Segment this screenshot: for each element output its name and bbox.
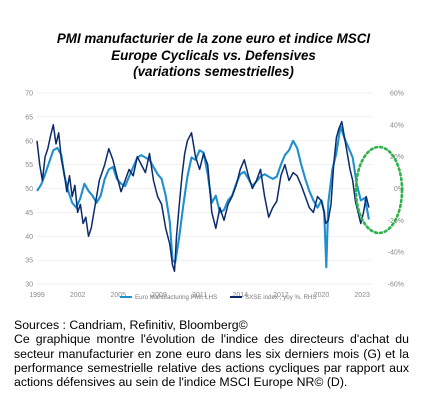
sources-text: Sources : Candriam, Refinitiv, Bloomberg… <box>14 318 248 332</box>
chart-title: PMI manufacturier de la zone euro et ind… <box>0 31 427 81</box>
legend: Euro Manufacturing PMI, LHS SXSE index , … <box>120 294 317 301</box>
x-tick-label: 2008 <box>151 292 167 299</box>
chart-title-line-3: (variations semestrielles) <box>133 64 294 79</box>
x-tick-label: 2017 <box>273 292 289 299</box>
x-tick-label: 2002 <box>70 292 86 299</box>
x-tick-label: 2011 <box>192 292 207 299</box>
left-tick-label: 40 <box>25 234 33 241</box>
x-axis-ticks: 1999 2002 2005 2008 2011 2014 2017 2020 2023 <box>29 292 370 299</box>
chart-title-line-2: Europe Cyclicals vs. Defensives <box>111 47 316 63</box>
left-tick-label: 35 <box>25 258 33 265</box>
series-line-sxse <box>36 120 370 273</box>
x-tick-label: 2014 <box>232 292 248 299</box>
legend-label: SXSE index , yoy %, RHS <box>245 294 317 301</box>
series-line-pmi <box>36 125 370 269</box>
left-tick-label: 50 <box>25 186 33 193</box>
right-tick-label: -40% <box>388 250 404 257</box>
left-tick-label: 60 <box>25 138 33 145</box>
left-tick-label: 65 <box>25 114 33 121</box>
legend-label: Euro Manufacturing PMI, LHS <box>135 294 217 301</box>
right-tick-label: 20% <box>390 154 404 161</box>
right-tick-label: 40% <box>390 122 404 129</box>
left-tick-label: 30 <box>25 282 33 289</box>
left-axis-ticks: 70 65 60 55 50 45 40 35 30 <box>25 91 33 289</box>
x-tick-label: 2023 <box>354 292 370 299</box>
right-tick-label: 60% <box>390 91 404 98</box>
x-tick-label: 2020 <box>314 292 330 299</box>
caption: Sources : Candriam, Refinitiv, Bloomberg… <box>14 318 409 389</box>
x-tick-label: 1999 <box>29 292 45 299</box>
chart-title-line-1: PMI manufacturier de la zone euro et ind… <box>56 31 371 46</box>
right-tick-label: 0% <box>394 186 404 193</box>
grid-lines <box>37 92 373 285</box>
left-tick-label: 55 <box>25 162 33 169</box>
left-tick-label: 45 <box>25 210 33 217</box>
left-tick-label: 70 <box>25 91 33 98</box>
right-tick-label: -60% <box>388 282 404 289</box>
x-tick-label: 2005 <box>111 292 127 299</box>
description-text: Ce graphique montre l'évolution de l'ind… <box>14 332 409 390</box>
series-lines <box>36 120 370 273</box>
dotted-circle-annotation <box>354 145 404 235</box>
